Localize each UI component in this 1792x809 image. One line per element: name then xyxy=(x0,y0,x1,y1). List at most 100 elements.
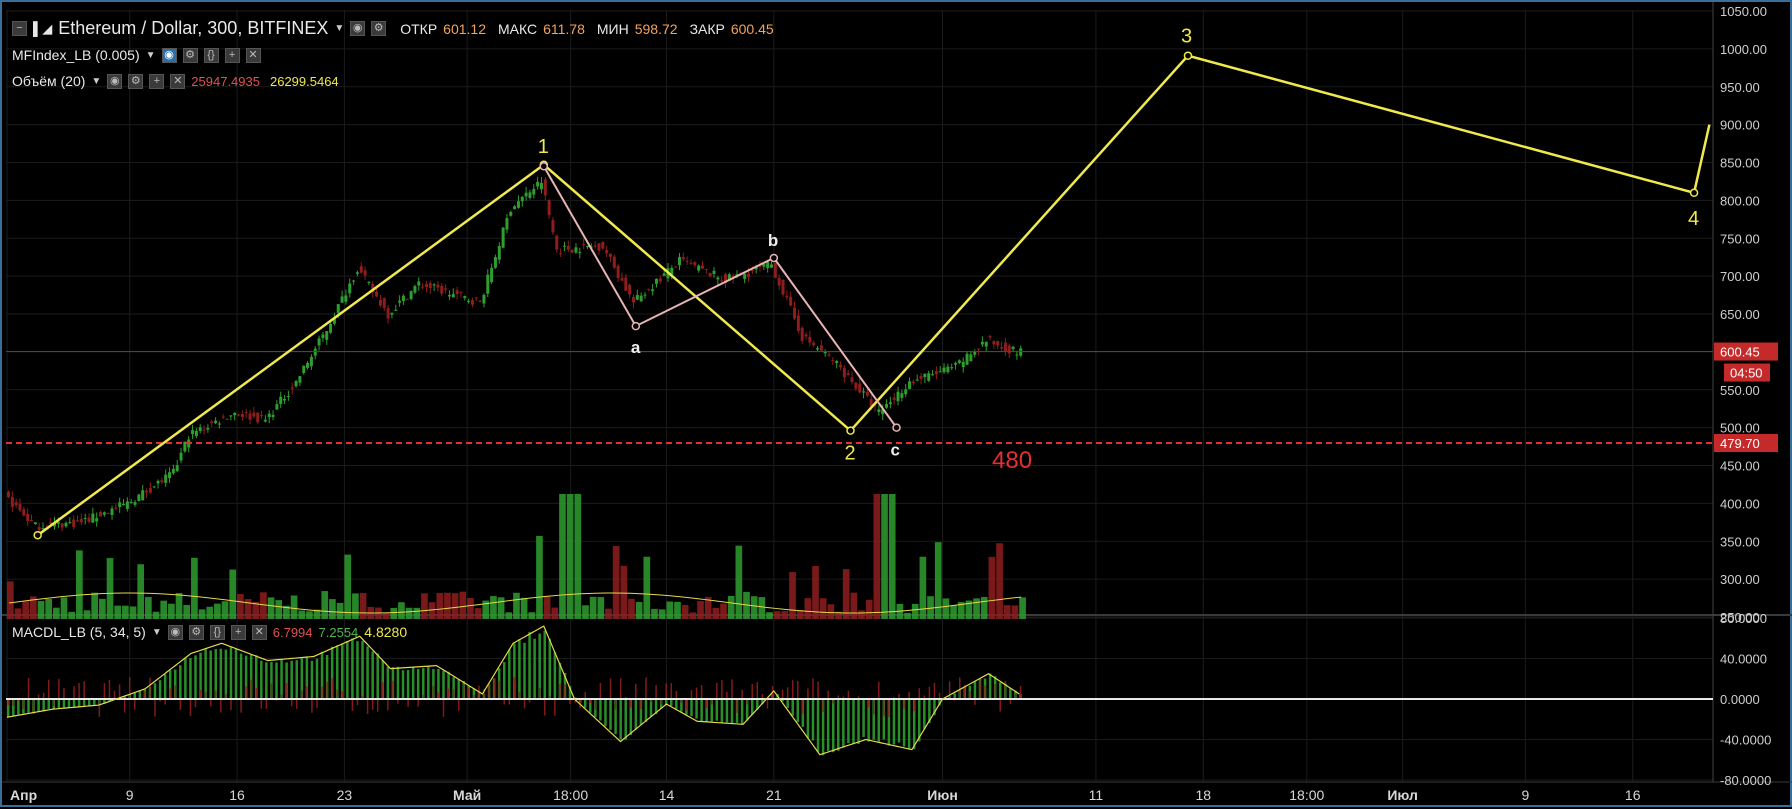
symbol-title[interactable]: Ethereum / Dollar, 300, BITFINEX xyxy=(58,18,328,39)
candle-body xyxy=(76,520,79,521)
macd-bar xyxy=(726,699,729,723)
volume-bar xyxy=(636,602,643,619)
candle-body xyxy=(410,291,413,299)
settings-icon[interactable]: ⚙ xyxy=(183,48,198,63)
macd-bar xyxy=(290,661,293,699)
macd-bar xyxy=(220,649,223,699)
candle-body xyxy=(605,250,608,253)
candle-body xyxy=(877,409,880,412)
candle-body xyxy=(996,341,999,346)
macd-diff-bar xyxy=(934,683,936,699)
eye-icon[interactable]: ◉ xyxy=(107,74,122,89)
chevron-down-icon[interactable]: ▼ xyxy=(91,76,101,87)
source-code-icon[interactable]: {} xyxy=(210,625,225,640)
close-icon[interactable]: ✕ xyxy=(246,48,261,63)
macd-diff-bar xyxy=(468,688,470,699)
macd-diff-bar xyxy=(417,699,419,707)
volume-bar xyxy=(759,597,766,619)
eye-icon[interactable]: ◉ xyxy=(162,48,177,63)
volume-bar xyxy=(720,604,727,619)
candle-body xyxy=(65,523,68,527)
macd-bar xyxy=(645,699,648,722)
macd-diff-bar xyxy=(584,692,586,699)
more-icon[interactable]: + xyxy=(231,625,246,640)
candle-body xyxy=(620,278,623,281)
macd-bar xyxy=(908,699,911,749)
macd-diff-bar xyxy=(458,699,460,711)
volume-bar xyxy=(881,494,888,619)
macd-bar xyxy=(209,650,212,699)
candle-body xyxy=(1015,355,1018,356)
chevron-down-icon[interactable]: ▼ xyxy=(152,627,162,638)
settings-icon[interactable]: ⚙ xyxy=(371,21,386,36)
macd-diff-bar xyxy=(873,699,875,714)
candle-body xyxy=(597,243,600,250)
macd-diff-bar xyxy=(109,680,111,699)
volume-bar xyxy=(452,593,459,619)
macd-diff-bar xyxy=(610,678,612,699)
more-icon[interactable]: + xyxy=(225,48,240,63)
settings-icon[interactable]: ⚙ xyxy=(189,625,204,640)
macd-bar xyxy=(412,667,415,699)
macd-tick-label: 0.0000 xyxy=(1720,692,1760,707)
more-icon[interactable]: + xyxy=(149,74,164,89)
settings-icon[interactable]: ⚙ xyxy=(128,74,143,89)
candle-body xyxy=(406,299,409,300)
candle-body xyxy=(831,360,834,361)
volume-bar xyxy=(475,608,482,619)
macd-bar xyxy=(295,660,298,699)
source-code-icon[interactable]: {} xyxy=(204,48,219,63)
volume-bar xyxy=(222,601,229,619)
candle-body xyxy=(352,281,355,282)
eye-icon[interactable]: ◉ xyxy=(350,21,365,36)
volume-bar xyxy=(183,605,190,619)
time-tick-label: Апр xyxy=(10,787,37,803)
chevron-down-icon[interactable]: ▼ xyxy=(334,23,344,34)
mfi-title[interactable]: MFIndex_LB (0.005) xyxy=(12,47,140,63)
close-label: ЗАКР xyxy=(690,21,725,37)
macd-bar xyxy=(751,699,754,714)
candle-body xyxy=(295,381,298,386)
open-label: ОТКР xyxy=(400,21,437,37)
chevron-down-icon[interactable]: ▼ xyxy=(146,50,156,61)
candle-body xyxy=(26,514,29,521)
volume-bar xyxy=(206,607,213,619)
macd-diff-bar xyxy=(913,699,915,711)
candle-body xyxy=(977,349,980,350)
candle-body xyxy=(505,218,508,229)
macd-diff-bar xyxy=(807,688,809,699)
price-tick-label: 350.00 xyxy=(1720,534,1760,549)
close-icon[interactable]: ✕ xyxy=(170,74,185,89)
collapse-icon[interactable]: − xyxy=(12,21,27,36)
volume-bar xyxy=(76,550,83,619)
candle-body xyxy=(900,393,903,398)
macd-bar xyxy=(533,639,536,699)
macd-diff-bar xyxy=(908,692,910,699)
volume-bar xyxy=(61,597,68,619)
close-icon[interactable]: ✕ xyxy=(252,625,267,640)
candle-body xyxy=(425,284,428,287)
macd-diff-bar xyxy=(240,699,242,713)
candle-body xyxy=(103,512,106,514)
volume-bar xyxy=(866,600,873,619)
macd-title[interactable]: MACDL_LB (5, 34, 5) xyxy=(12,624,146,640)
candle-body xyxy=(448,295,451,296)
candle-body xyxy=(482,295,485,304)
candle-body xyxy=(249,414,252,420)
candle-body xyxy=(479,301,482,302)
candle-body xyxy=(847,373,850,375)
candle-body xyxy=(904,389,907,394)
macd-diff-bar xyxy=(104,683,106,699)
eye-icon[interactable]: ◉ xyxy=(168,625,183,640)
macd-diff-bar xyxy=(817,682,819,699)
candle-body xyxy=(180,453,183,461)
macd-diff-bar xyxy=(691,690,693,699)
volume-bar xyxy=(820,598,827,619)
correction-label-b: b xyxy=(768,231,778,250)
candle-body xyxy=(793,308,796,319)
candle-body xyxy=(183,442,186,452)
macd-diff-bar xyxy=(731,679,733,699)
volume-title[interactable]: Объём (20) xyxy=(12,73,85,89)
candle-body xyxy=(766,262,769,268)
